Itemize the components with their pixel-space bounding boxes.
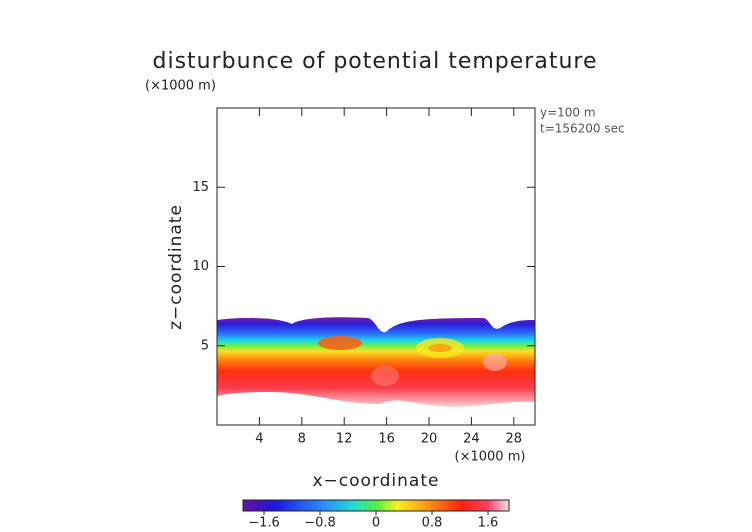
x-tick-label: 12 [336, 432, 353, 447]
y-unit: (×1000 m) [145, 79, 216, 94]
colorbar-tick-label: 0.8 [422, 516, 443, 531]
y-tick-label: 5 [201, 338, 209, 353]
colorbar-tick-label: 0 [372, 516, 380, 531]
annotation: t=156200 sec [540, 122, 625, 136]
x-tick-label: 24 [463, 432, 480, 447]
annotation: y=100 m [540, 106, 596, 120]
colorbar [242, 499, 510, 512]
colorbar-tick-label: −0.8 [304, 516, 336, 531]
colorbar-tick-label: −1.6 [248, 516, 280, 531]
contour-field [217, 317, 535, 407]
y-tick-label: 15 [192, 180, 209, 195]
x-unit: (×1000 m) [455, 450, 526, 465]
x-tick-label: 16 [378, 432, 395, 447]
y-axis-label: z−coordinate [166, 204, 186, 330]
colorbar-tick-label: 1.6 [478, 516, 499, 531]
x-tick-label: 28 [506, 432, 523, 447]
x-axis-label: x−coordinate [313, 471, 440, 491]
chart-title: disturbunce of potential temperature [153, 49, 598, 74]
x-tick-label: 8 [298, 432, 306, 447]
x-tick-label: 4 [255, 432, 263, 447]
x-tick-label: 20 [421, 432, 438, 447]
y-tick-label: 10 [192, 259, 209, 274]
